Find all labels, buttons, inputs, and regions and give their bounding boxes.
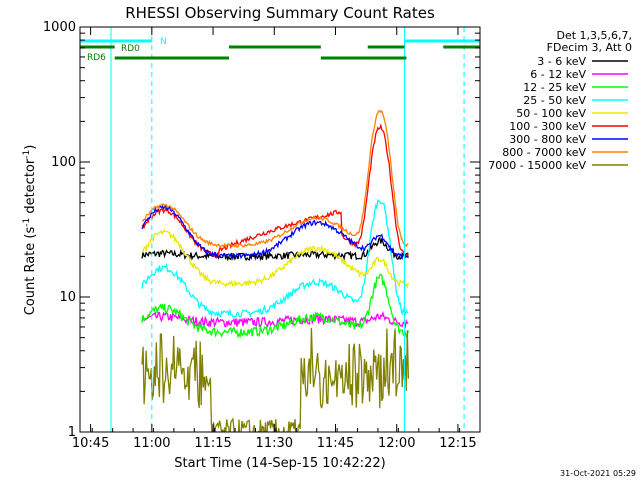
chart-title: RHESSI Observing Summary Count Rates bbox=[125, 4, 435, 22]
legend-entry: 50 - 100 keV bbox=[516, 107, 586, 120]
legend-entry: 100 - 300 keV bbox=[509, 120, 586, 133]
y-axis-label-mid: detector bbox=[23, 158, 38, 218]
y-tick-label: 1 bbox=[68, 425, 76, 440]
series-line bbox=[141, 123, 409, 259]
flag-label: RD6 bbox=[87, 53, 106, 63]
x-tick-label: 11:00 bbox=[133, 436, 170, 451]
series-line bbox=[141, 327, 410, 432]
series-line bbox=[141, 109, 409, 248]
legend-header-detectors: Det 1,3,5,6,7, bbox=[556, 29, 632, 42]
y-axis-label-sup1: -1 bbox=[22, 218, 32, 227]
y-axis-label-sup2: -1 bbox=[22, 150, 32, 159]
y-tick-label: 10 bbox=[59, 290, 76, 305]
legend-entry: 12 - 25 keV bbox=[523, 81, 586, 94]
legend-entry: 300 - 800 keV bbox=[509, 133, 586, 146]
generation-timestamp: 31-Oct-2021 05:29 bbox=[560, 469, 636, 478]
x-tick-label: 12:00 bbox=[378, 436, 415, 451]
series-line bbox=[141, 228, 410, 289]
series-layer bbox=[141, 109, 410, 432]
observing-flags: N RD0 RD6 bbox=[80, 27, 480, 432]
chart-legend: Det 1,3,5,6,7, FDecim 3, Att 0 3 - 6 keV… bbox=[488, 29, 632, 172]
legend-entry: 3 - 6 keV bbox=[537, 55, 586, 68]
legend-entry: 6 - 12 keV bbox=[530, 68, 586, 81]
x-tick-label: 11:45 bbox=[317, 436, 354, 451]
plot-frame bbox=[79, 26, 481, 433]
x-tick-label: 11:15 bbox=[194, 436, 231, 451]
series-line bbox=[141, 273, 410, 340]
flag-label: N bbox=[160, 37, 167, 47]
flag-label: RD0 bbox=[121, 44, 140, 54]
legend-entry: 7000 - 15000 keV bbox=[488, 159, 586, 172]
y-axis-label-end: ) bbox=[23, 145, 38, 150]
series-line bbox=[141, 204, 409, 260]
legend-entry: 800 - 7000 keV bbox=[502, 146, 586, 159]
y-tick-label: 1000 bbox=[43, 20, 76, 35]
legend-header-decimation: FDecim 3, Att 0 bbox=[547, 41, 632, 54]
x-tick-label: 10:45 bbox=[72, 436, 109, 451]
axes: 10:45 11:00 11:15 11:30 11:45 12:00 12:15 1 10 10… bbox=[43, 20, 481, 451]
x-axis-label: Start Time (14-Sep-15 10:42:22) bbox=[174, 456, 385, 471]
x-tick-label: 12:15 bbox=[439, 436, 476, 451]
y-axis-label: Count Rate (s-1 detector-1) bbox=[22, 145, 38, 316]
y-tick-label: 100 bbox=[51, 155, 76, 170]
x-tick-label: 11:30 bbox=[256, 436, 293, 451]
legend-entry: 25 - 50 keV bbox=[523, 94, 586, 107]
series-line bbox=[141, 199, 409, 319]
y-axis-label-main: Count Rate (s bbox=[23, 227, 38, 316]
